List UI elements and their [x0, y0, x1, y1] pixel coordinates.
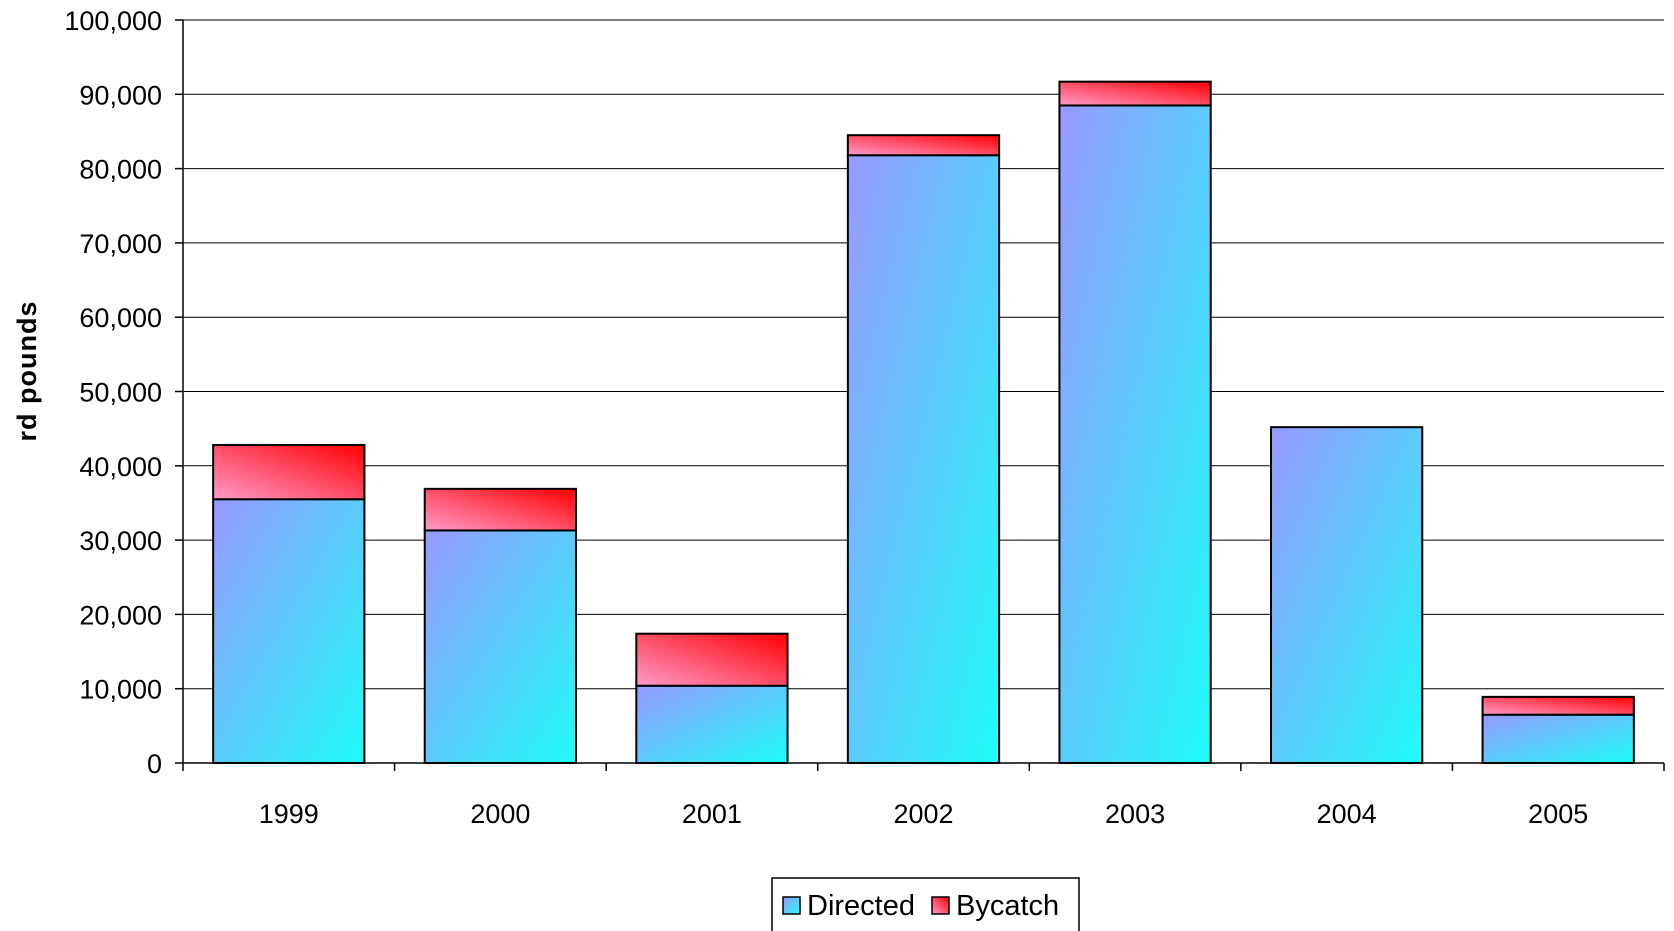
x-tick-label: 2001 [682, 799, 742, 829]
y-tick-label: 70,000 [79, 229, 162, 259]
bar-directed-2004 [1270, 426, 1424, 764]
legend-label-directed: Directed [807, 890, 915, 922]
bar-bycatch-2003 [1058, 80, 1212, 107]
x-tick-label: 2000 [470, 799, 530, 829]
bar-directed-2001 [635, 684, 789, 765]
x-tick-labels: 1999 2000 2001 2002 2003 2004 2005 [259, 799, 1589, 829]
bar-directed-1999 [212, 498, 366, 764]
x-tick-label: 1999 [259, 799, 319, 829]
y-tick-label: 0 [147, 749, 162, 779]
x-tick-label: 2004 [1317, 799, 1377, 829]
y-tick-label: 10,000 [79, 675, 162, 705]
y-tick-label: 60,000 [79, 303, 162, 333]
x-tick-label: 2002 [893, 799, 953, 829]
bars [212, 80, 1635, 765]
bar-directed-2003 [1058, 104, 1212, 764]
y-tick-label: 40,000 [79, 452, 162, 482]
legend: Directed Bycatch [771, 877, 1080, 931]
y-tick-labels: 0 10,000 20,000 30,000 40,000 50,000 60,000 70,… [64, 6, 162, 779]
bar-directed-2002 [846, 154, 1001, 764]
y-tick-label: 50,000 [79, 378, 162, 408]
legend-box [771, 877, 1080, 931]
bar-bycatch-2005 [1481, 695, 1635, 716]
legend-swatch-bycatch [931, 896, 950, 915]
y-tick-label: 100,000 [64, 6, 162, 36]
bar-directed-2000 [423, 529, 577, 764]
y-tick-label: 30,000 [79, 526, 162, 556]
legend-swatch-directed [782, 896, 801, 915]
y-tick-label: 80,000 [79, 155, 162, 185]
axes [175, 19, 1665, 771]
bar-bycatch-2001 [635, 632, 789, 687]
y-tick-label: 20,000 [79, 600, 162, 630]
bar-bycatch-2000 [423, 487, 577, 532]
bar-bycatch-2002 [846, 134, 1001, 157]
y-axis-title: rd pounds [12, 301, 42, 442]
x-tick-label: 2005 [1528, 799, 1588, 829]
bar-directed-2005 [1481, 713, 1635, 765]
y-tick-label: 90,000 [79, 80, 162, 110]
bar-bycatch-1999 [212, 443, 366, 501]
x-tick-label: 2003 [1105, 799, 1165, 829]
legend-label-bycatch: Bycatch [956, 890, 1059, 922]
